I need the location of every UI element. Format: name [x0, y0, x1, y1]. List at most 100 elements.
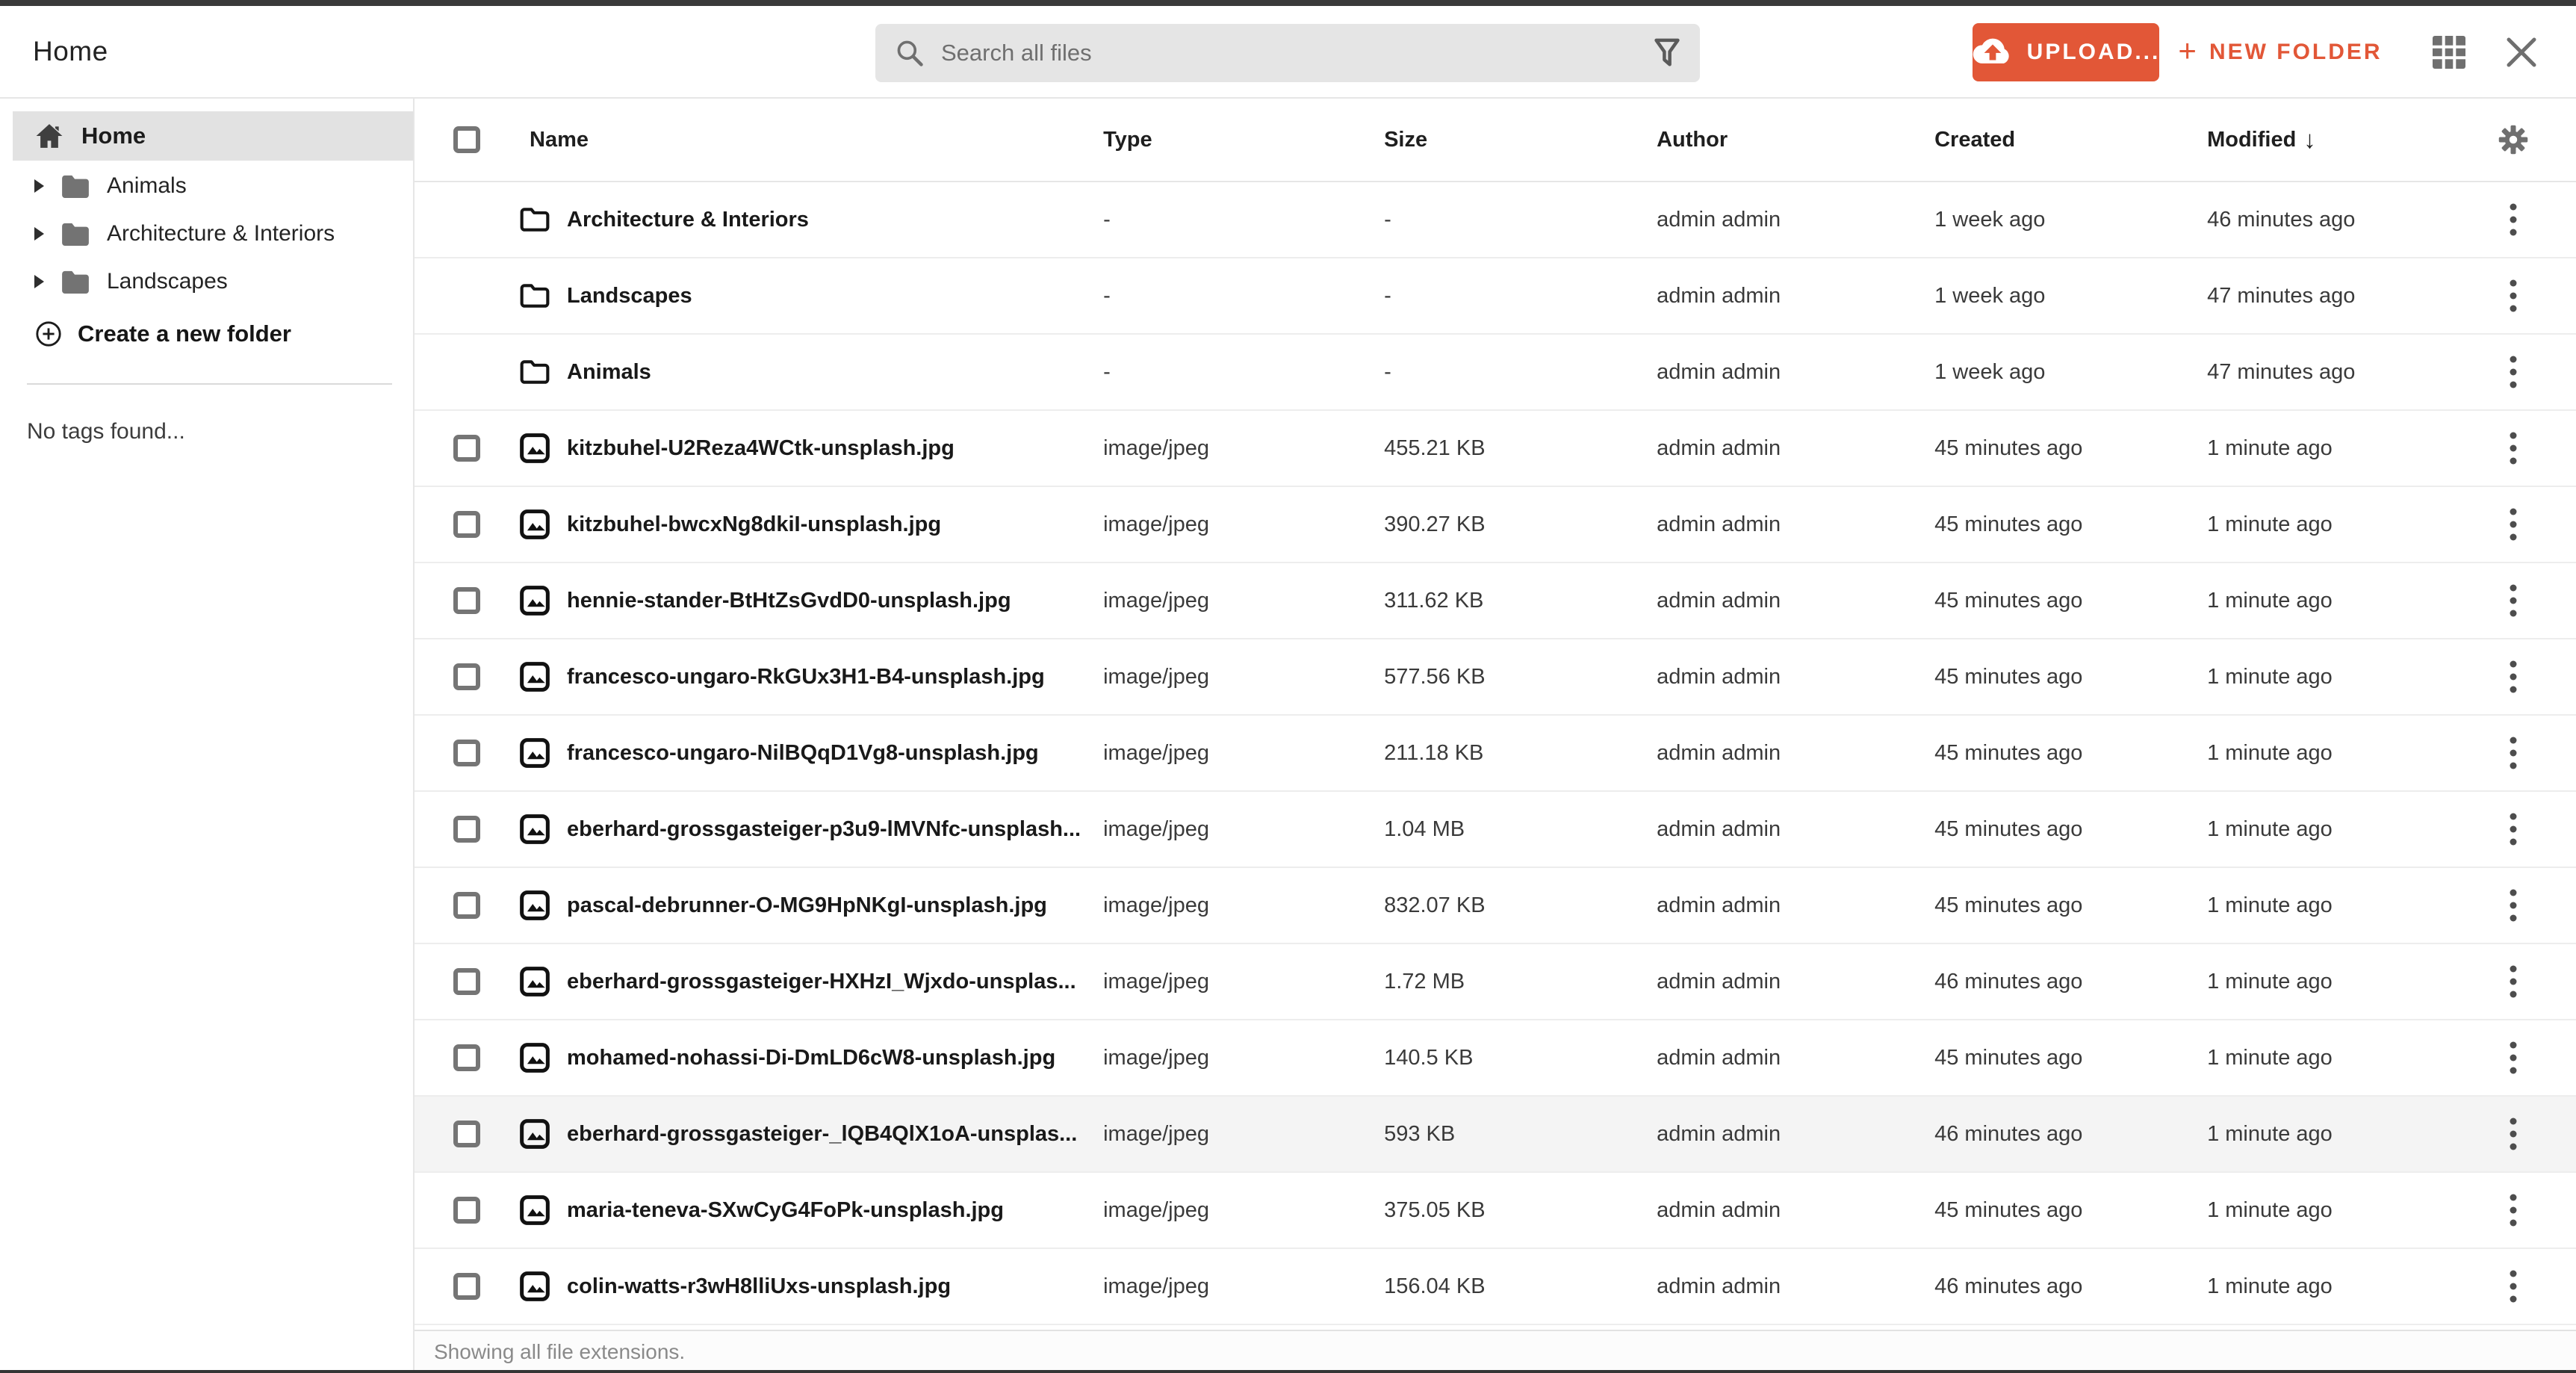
row-checkbox[interactable]	[453, 663, 480, 690]
table-row[interactable]: maria-teneva-SXwCyG4FoPk-unsplash.jpg im…	[415, 1173, 2576, 1249]
table-row[interactable]: kitzbuhel-bwcxNg8dkiI-unsplash.jpg image…	[415, 487, 2576, 563]
file-name[interactable]: eberhard-grossgasteiger-p3u9-lMVNfc-unsp…	[567, 816, 1081, 841]
tree-item-architecture-interiors[interactable]: Architecture & Interiors	[34, 210, 413, 258]
grid-view-toggle-button[interactable]	[2431, 34, 2467, 70]
table-row[interactable]: eberhard-grossgasteiger-_lQB4QlX1oA-unsp…	[415, 1097, 2576, 1173]
tree-item-landscapes[interactable]: Landscapes	[34, 258, 413, 306]
table-row[interactable]: Animals - - admin admin 1 week ago 47 mi…	[415, 335, 2576, 411]
row-checkbox[interactable]	[453, 968, 480, 995]
row-kebab-menu-icon[interactable]	[2509, 812, 2518, 846]
table-row[interactable]: eberhard-grossgasteiger-p3u9-lMVNfc-unsp…	[415, 792, 2576, 868]
row-kebab-menu-icon[interactable]	[2509, 964, 2518, 999]
row-kebab-menu-icon[interactable]	[2509, 1269, 2518, 1304]
row-checkbox[interactable]	[453, 1197, 480, 1224]
window-top-edge	[0, 0, 2576, 6]
row-kebab-menu-icon[interactable]	[2509, 355, 2518, 389]
file-author: admin admin	[1657, 512, 1781, 536]
search-box[interactable]	[875, 24, 1700, 82]
image-file-icon	[519, 737, 550, 769]
file-name[interactable]: pascal-debrunner-O-MG9HpNKgI-unsplash.jp…	[567, 893, 1047, 917]
file-name[interactable]: Landscapes	[567, 283, 692, 308]
file-name[interactable]: kitzbuhel-bwcxNg8dkiI-unsplash.jpg	[567, 512, 942, 536]
file-name[interactable]: francesco-ungaro-NilBQqD1Vg8-unsplash.jp…	[567, 740, 1039, 765]
create-new-folder-button[interactable]: Create a new folder	[34, 310, 413, 358]
file-created: 46 minutes ago	[1934, 969, 2083, 994]
file-size: 832.07 KB	[1384, 893, 1486, 917]
table-row[interactable]: kitzbuhel-U2Reza4WCtk-unsplash.jpg image…	[415, 411, 2576, 487]
expand-caret-icon[interactable]	[34, 275, 44, 288]
file-type: image/jpeg	[1103, 1197, 1209, 1222]
column-header-created[interactable]: Created	[1934, 127, 2016, 152]
sidebar-item-home[interactable]: Home	[13, 111, 413, 161]
file-size: -	[1384, 283, 1391, 308]
row-kebab-menu-icon[interactable]	[2509, 736, 2518, 770]
row-kebab-menu-icon[interactable]	[2509, 583, 2518, 618]
file-name[interactable]: kitzbuhel-U2Reza4WCtk-unsplash.jpg	[567, 436, 955, 460]
new-folder-button-label: NEW FOLDER	[2209, 40, 2383, 64]
file-name[interactable]: eberhard-grossgasteiger-HXHzI_Wjxdo-unsp…	[567, 969, 1076, 994]
column-header-author[interactable]: Author	[1657, 127, 1728, 152]
file-name[interactable]: Animals	[567, 359, 651, 384]
file-name[interactable]: Architecture & Interiors	[567, 207, 809, 232]
table-row[interactable]: Architecture & Interiors - - admin admin…	[415, 182, 2576, 258]
file-size: 455.21 KB	[1384, 436, 1486, 460]
new-folder-button[interactable]: + NEW FOLDER	[2173, 23, 2388, 81]
create-new-folder-label: Create a new folder	[78, 320, 291, 347]
column-header-size[interactable]: Size	[1384, 127, 1428, 152]
file-modified: 1 minute ago	[2207, 436, 2333, 460]
file-modified: 1 minute ago	[2207, 893, 2333, 917]
table-row[interactable]: francesco-ungaro-RkGUx3H1-B4-unsplash.jp…	[415, 639, 2576, 716]
search-input[interactable]	[941, 40, 1637, 66]
file-name[interactable]: eberhard-grossgasteiger-_lQB4QlX1oA-unsp…	[567, 1121, 1078, 1146]
row-kebab-menu-icon[interactable]	[2509, 431, 2518, 465]
row-checkbox[interactable]	[453, 1121, 480, 1147]
row-kebab-menu-icon[interactable]	[2509, 1193, 2518, 1227]
row-kebab-menu-icon[interactable]	[2509, 202, 2518, 237]
file-name[interactable]: mohamed-nohassi-Di-DmLD6cW8-unsplash.jpg	[567, 1045, 1056, 1070]
close-icon[interactable]	[2504, 35, 2539, 69]
upload-button[interactable]: UPLOAD...	[1973, 23, 2159, 81]
row-checkbox[interactable]	[453, 435, 480, 462]
row-kebab-menu-icon[interactable]	[2509, 1117, 2518, 1151]
column-header-name[interactable]: Name	[530, 127, 589, 152]
file-name[interactable]: hennie-stander-BtHtZsGvdD0-unsplash.jpg	[567, 588, 1011, 613]
table-row[interactable]: pascal-debrunner-O-MG9HpNKgI-unsplash.jp…	[415, 868, 2576, 944]
table-row[interactable]: francesco-ungaro-NilBQqD1Vg8-unsplash.jp…	[415, 716, 2576, 792]
table-row[interactable]: eberhard-grossgasteiger-HXHzI_Wjxdo-unsp…	[415, 944, 2576, 1020]
row-kebab-menu-icon[interactable]	[2509, 660, 2518, 694]
row-kebab-menu-icon[interactable]	[2509, 279, 2518, 313]
column-header-modified[interactable]: Modified ↓	[2207, 125, 2440, 154]
row-kebab-menu-icon[interactable]	[2509, 1041, 2518, 1075]
row-checkbox[interactable]	[453, 816, 480, 843]
table-row[interactable]: Landscapes - - admin admin 1 week ago 47…	[415, 258, 2576, 335]
row-checkbox[interactable]	[453, 892, 480, 919]
row-checkbox[interactable]	[453, 511, 480, 538]
tree-item-animals[interactable]: Animals	[34, 162, 413, 210]
expand-caret-icon[interactable]	[34, 179, 44, 193]
file-author: admin admin	[1657, 588, 1781, 613]
table-row[interactable]: colin-watts-r3wH8lliUxs-unsplash.jpg ima…	[415, 1249, 2576, 1325]
file-author: admin admin	[1657, 1121, 1781, 1146]
file-name[interactable]: francesco-ungaro-RkGUx3H1-B4-unsplash.jp…	[567, 664, 1045, 689]
upload-button-label: UPLOAD...	[2026, 40, 2161, 64]
file-author: admin admin	[1657, 969, 1781, 994]
image-file-icon	[519, 966, 550, 997]
table-row[interactable]: mohamed-nohassi-Di-DmLD6cW8-unsplash.jpg…	[415, 1020, 2576, 1097]
file-name[interactable]: maria-teneva-SXwCyG4FoPk-unsplash.jpg	[567, 1197, 1004, 1222]
upload-cloud-icon	[1972, 37, 2014, 68]
filter-funnel-icon[interactable]	[1654, 38, 1680, 68]
image-file-icon	[519, 1271, 550, 1302]
table-row[interactable]: hennie-stander-BtHtZsGvdD0-unsplash.jpg …	[415, 563, 2576, 639]
row-kebab-menu-icon[interactable]	[2509, 507, 2518, 542]
column-header-type[interactable]: Type	[1103, 127, 1152, 152]
row-checkbox[interactable]	[453, 1273, 480, 1300]
row-checkbox[interactable]	[453, 1044, 480, 1071]
row-checkbox[interactable]	[453, 740, 480, 766]
file-name[interactable]: colin-watts-r3wH8lliUxs-unsplash.jpg	[567, 1274, 952, 1298]
column-settings-gear-icon[interactable]	[2498, 124, 2529, 155]
expand-caret-icon[interactable]	[34, 227, 44, 241]
row-checkbox[interactable]	[453, 587, 480, 614]
folder-icon	[60, 222, 90, 246]
row-kebab-menu-icon[interactable]	[2509, 888, 2518, 923]
select-all-checkbox[interactable]	[453, 126, 480, 153]
